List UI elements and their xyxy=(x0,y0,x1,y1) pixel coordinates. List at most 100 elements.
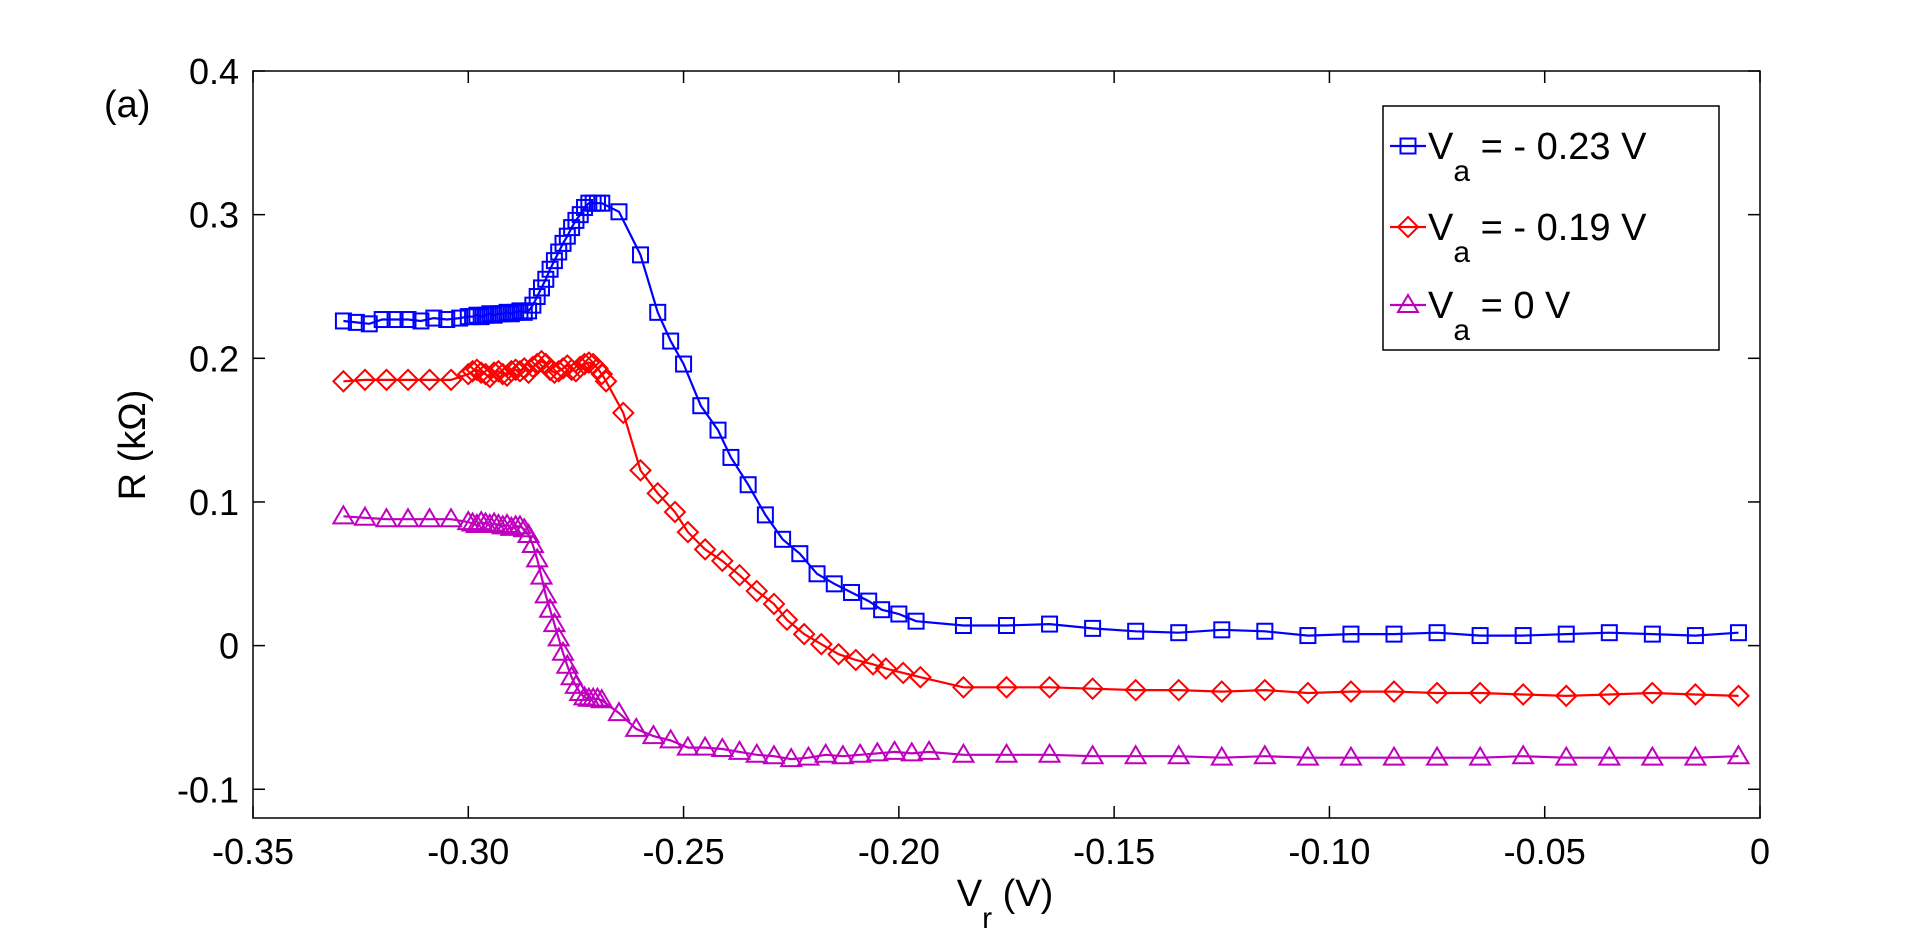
data-point-triangle xyxy=(590,688,614,709)
data-point-diamond xyxy=(995,675,1018,699)
data-point-triangle xyxy=(779,747,803,768)
data-point-diamond xyxy=(891,661,915,685)
data-point-diamond xyxy=(827,642,850,666)
data-point-triangle xyxy=(534,583,558,604)
data-point-triangle xyxy=(1640,745,1665,766)
data-point-square xyxy=(494,305,512,323)
data-point-square xyxy=(825,575,843,593)
data-point-square xyxy=(1514,627,1532,645)
data-point-square xyxy=(550,243,568,261)
y-tick-label: 0 xyxy=(219,626,239,667)
series-2 xyxy=(332,349,1750,708)
data-point-triangle xyxy=(1382,745,1406,766)
legend-item-3: Va = 0 V xyxy=(1390,285,1571,347)
data-point-diamond xyxy=(461,359,485,383)
legend-items: Va = - 0.23 VVa = - 0.19 VVa = 0 V xyxy=(1390,126,1647,347)
data-point-diamond xyxy=(1210,680,1234,703)
data-point-diamond xyxy=(586,356,609,380)
data-point-square xyxy=(399,311,417,329)
data-point-square xyxy=(412,312,430,330)
data-point-triangle xyxy=(1253,744,1277,765)
data-point-square xyxy=(524,296,542,314)
data-point-diamond xyxy=(792,622,816,646)
data-point-square xyxy=(907,612,925,630)
data-point-triangle xyxy=(538,597,562,618)
data-point-diamond xyxy=(590,362,614,386)
data-point-diamond xyxy=(517,361,540,385)
data-point-diamond xyxy=(1468,681,1492,705)
series-layer xyxy=(331,194,1751,768)
data-point-square xyxy=(1084,619,1102,637)
data-point-square xyxy=(507,303,525,321)
data-point-diamond xyxy=(525,352,549,376)
data-point-triangle xyxy=(676,735,700,756)
data-point-triangle xyxy=(762,744,786,765)
data-point-diamond xyxy=(478,365,502,389)
data-point-triangle xyxy=(585,686,610,707)
data-point-diamond xyxy=(710,549,734,573)
data-point-triangle xyxy=(1339,745,1363,766)
legend-label-rest: = - 0.23 V xyxy=(1470,126,1647,168)
data-point-triangle xyxy=(813,742,838,763)
legend: Va = - 0.23 VVa = - 0.19 VVa = 0 V xyxy=(1382,105,1720,351)
y-tick-label: 0.3 xyxy=(189,195,239,236)
data-point-triangle xyxy=(1683,745,1708,766)
data-point-triangle xyxy=(508,514,532,535)
data-point-triangle xyxy=(1210,745,1234,766)
data-point-square xyxy=(692,397,710,415)
data-point-triangle xyxy=(1037,742,1062,763)
data-point-square xyxy=(334,312,352,330)
axes-frame xyxy=(252,70,1761,819)
data-point-diamond xyxy=(728,563,751,587)
data-point-square xyxy=(860,592,878,610)
data-point-square xyxy=(649,303,667,321)
legend-label: Va = 0 V xyxy=(1428,285,1571,347)
data-point-diamond xyxy=(861,652,885,676)
data-point-square xyxy=(468,306,486,324)
data-point-triangle xyxy=(917,739,941,760)
data-point-triangle xyxy=(994,742,1019,763)
data-point-triangle xyxy=(542,612,567,633)
data-point-diamond xyxy=(693,537,717,561)
data-point-triangle xyxy=(417,507,442,528)
data-point-diamond xyxy=(1081,677,1105,701)
data-point-triangle xyxy=(1166,744,1191,765)
series-3 xyxy=(331,504,1751,768)
data-point-diamond xyxy=(1339,680,1363,703)
data-point-diamond xyxy=(663,500,687,524)
data-point-triangle xyxy=(374,507,399,528)
data-point-diamond xyxy=(568,355,592,379)
data-point-square xyxy=(954,617,972,635)
legend-label-main: V xyxy=(1428,126,1454,168)
x-tick-label: -0.25 xyxy=(643,831,725,872)
data-point-triangle xyxy=(865,741,890,762)
data-point-diamond xyxy=(499,359,523,383)
data-point-diamond xyxy=(538,358,562,382)
legend-label-rest: = 0 V xyxy=(1470,285,1571,327)
legend-box xyxy=(1382,105,1720,351)
data-point-triangle xyxy=(1511,744,1535,765)
data-point-square xyxy=(576,198,594,216)
data-point-diamond xyxy=(809,632,833,656)
data-point-triangle xyxy=(551,640,575,661)
series-line xyxy=(343,359,1739,698)
data-point-triangle xyxy=(693,735,717,756)
data-point-triangle xyxy=(848,742,872,763)
y-tick-label: 0.1 xyxy=(189,482,239,523)
data-point-square xyxy=(998,617,1015,635)
data-point-square xyxy=(528,288,546,306)
data-point-triangle xyxy=(727,739,752,760)
y-tick-label: 0.4 xyxy=(189,51,239,92)
legend-label: Va = - 0.19 V xyxy=(1428,207,1647,269)
x-tick-label: -0.30 xyxy=(427,831,509,872)
data-point-square xyxy=(425,309,443,327)
data-point-triangle xyxy=(1597,745,1622,766)
data-point-triangle xyxy=(1080,744,1105,765)
data-point-diamond xyxy=(551,356,575,380)
data-point-square xyxy=(386,311,404,329)
data-point-square xyxy=(520,302,538,320)
data-point-square xyxy=(558,227,576,245)
data-point-triangle xyxy=(641,724,666,745)
data-point-triangle xyxy=(796,745,821,766)
data-point-triangle xyxy=(353,505,377,526)
